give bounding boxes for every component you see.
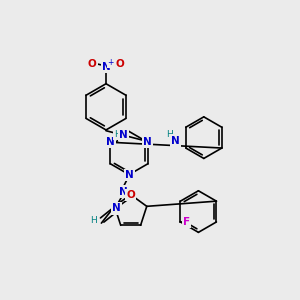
Text: N: N xyxy=(143,137,152,147)
Text: F: F xyxy=(183,217,190,227)
Text: H: H xyxy=(166,130,172,139)
Text: N: N xyxy=(106,137,115,147)
Text: N: N xyxy=(112,203,121,214)
Text: H: H xyxy=(129,189,136,198)
Text: O: O xyxy=(126,190,135,200)
Text: O: O xyxy=(116,59,124,69)
Text: N: N xyxy=(171,136,180,146)
Text: O: O xyxy=(88,59,97,69)
Text: N: N xyxy=(102,62,110,72)
Text: H: H xyxy=(90,216,97,225)
Text: N: N xyxy=(125,169,134,180)
Text: H: H xyxy=(114,130,121,139)
Text: N: N xyxy=(119,130,128,140)
Text: +: + xyxy=(107,58,114,68)
Text: N: N xyxy=(118,187,127,196)
